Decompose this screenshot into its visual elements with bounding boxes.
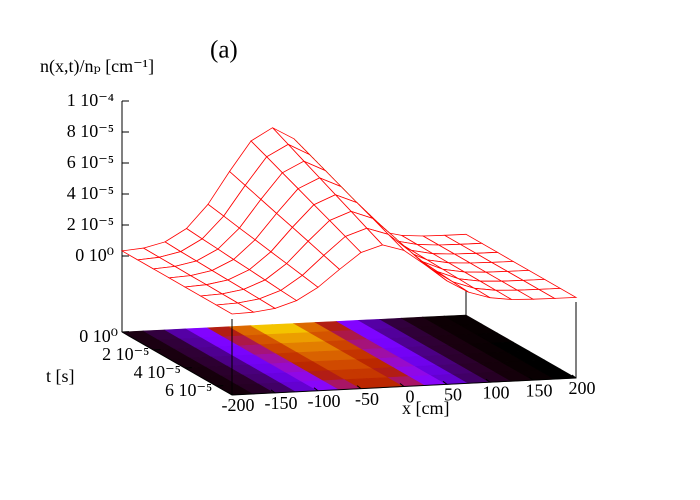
t-axis-label: t [s] — [46, 366, 75, 386]
x-tick-label: -150 — [265, 393, 298, 413]
x-tick-label: -50 — [355, 389, 379, 409]
z-axis-label: n(x,t)/nₚ [cm⁻¹] — [40, 56, 154, 77]
z-tick-label: 4 10⁻⁵ — [67, 183, 114, 203]
x-tick — [485, 378, 491, 383]
z-tick-label: 0 10⁰ — [75, 245, 114, 265]
t-tick-label: 4 10⁻⁵ — [134, 362, 181, 382]
x-tick — [399, 383, 405, 387]
z-tick-label: 2 10⁻⁵ — [67, 214, 114, 234]
x-axis-label: x [cm] — [402, 398, 449, 418]
t-tick-label: 6 10⁻⁵ — [165, 380, 212, 400]
x-tick-label: 200 — [569, 378, 596, 398]
z-tick-label: 6 10⁻⁵ — [67, 152, 114, 172]
surface-cell — [215, 302, 255, 315]
t-tick-label: 0 10⁰ — [79, 326, 118, 346]
x-tick — [227, 391, 233, 396]
t-tick-label: 2 10⁻⁵ — [102, 344, 149, 364]
x-tick-label: 0 — [406, 387, 415, 407]
x-tick-label: 100 — [483, 382, 510, 402]
x-tick-label: -100 — [308, 391, 341, 411]
annotation: (a) — [210, 37, 238, 64]
x-tick — [270, 389, 276, 394]
z-tick-label: 8 10⁻⁵ — [67, 121, 114, 141]
x-tick — [313, 387, 319, 392]
x-tick-label: 50 — [444, 385, 462, 405]
x-tick — [356, 385, 362, 390]
x-tick — [442, 380, 448, 385]
z-tick-label: 1 10⁻⁴ — [67, 90, 114, 110]
x-tick — [571, 374, 577, 379]
x-tick-label: -200 — [222, 395, 255, 415]
base-edge — [121, 331, 233, 396]
x-tick-label: 150 — [526, 380, 553, 400]
x-tick — [528, 376, 534, 381]
